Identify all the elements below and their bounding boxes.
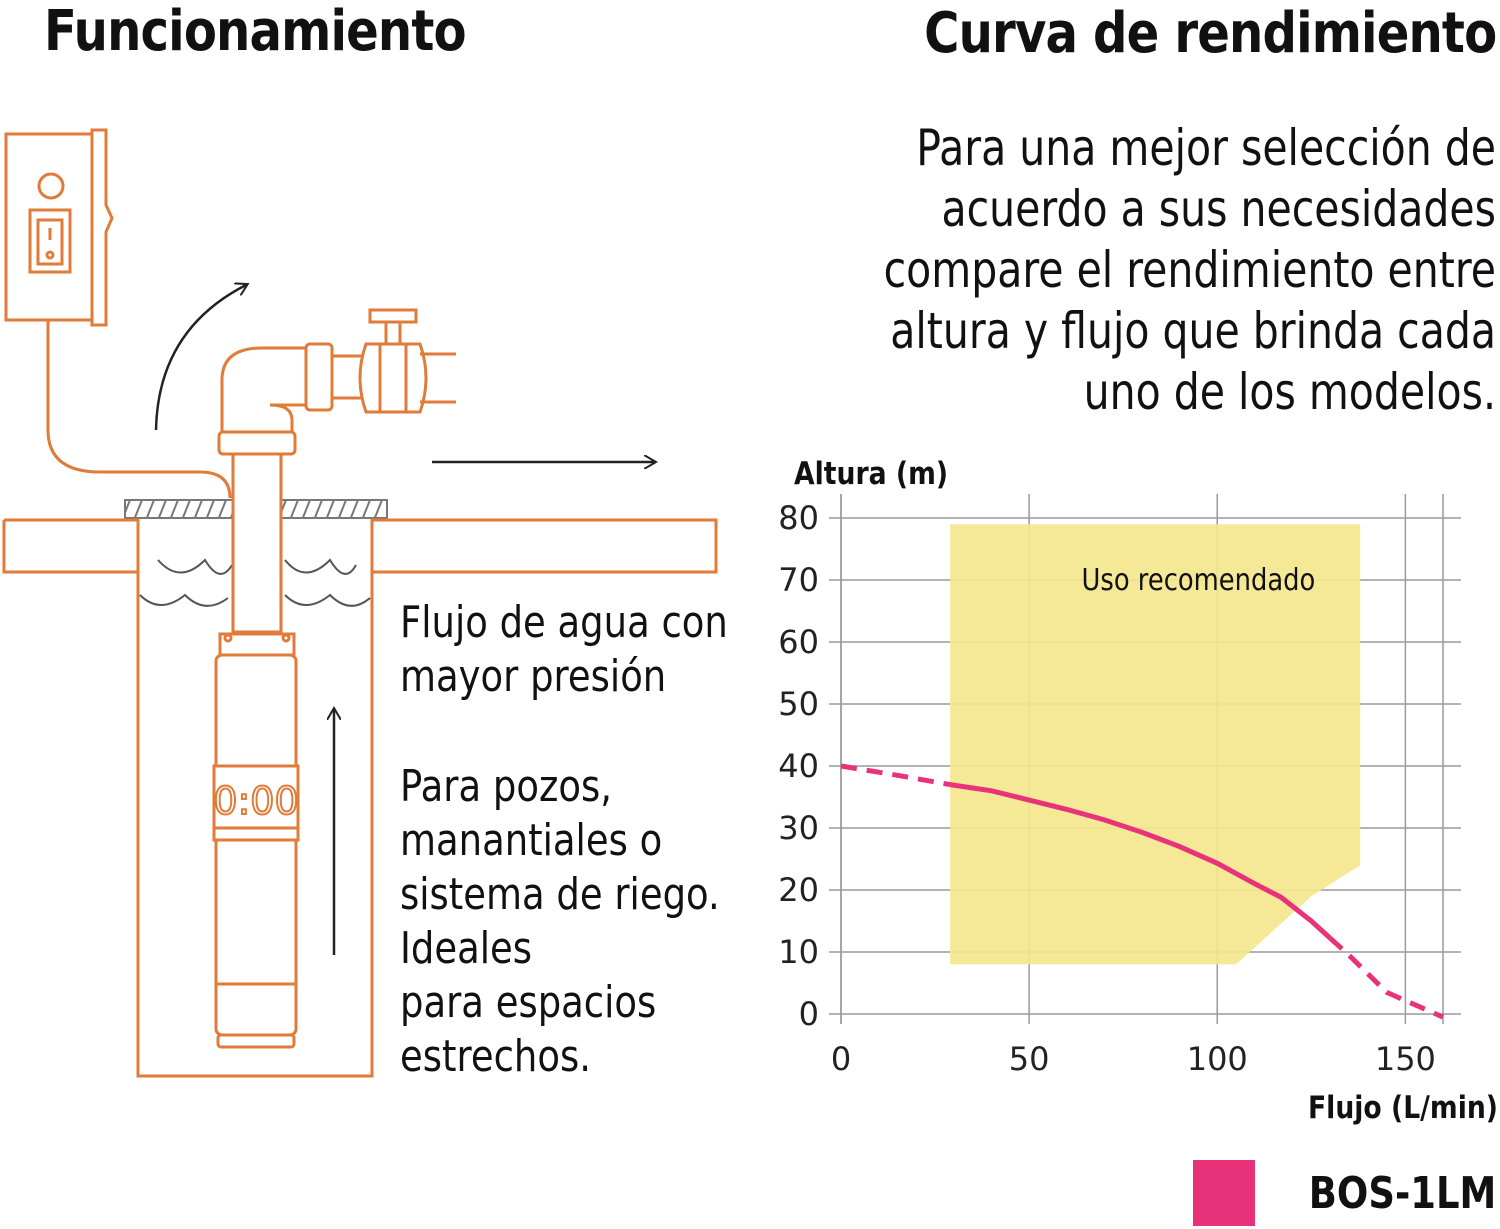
y-tick-label: 50 xyxy=(778,685,819,723)
x-tick-label: 0 xyxy=(831,1040,851,1078)
x-tick-label: 150 xyxy=(1375,1040,1436,1078)
series-line xyxy=(949,782,1332,940)
y-tick-label: 70 xyxy=(778,561,819,599)
power-switch-icon xyxy=(28,208,72,274)
y-tick-label: 0 xyxy=(799,995,819,1033)
usage-line: estrechos. xyxy=(400,1031,591,1082)
x-tick-label: 100 xyxy=(1187,1040,1248,1078)
legend: BOS-1LM xyxy=(1192,1160,1496,1226)
y-tick-label: 60 xyxy=(778,623,819,661)
right-title: Curva de rendimiento xyxy=(923,1,1497,66)
pump-illustration: 0:00 xyxy=(2,128,718,1078)
region-area xyxy=(950,524,1361,965)
region-label: Uso recomendado xyxy=(1082,562,1316,597)
recommended-region xyxy=(950,524,1361,965)
pump-icon: 0:00 xyxy=(212,632,300,1049)
intro-line: acuerdo a sus necesidades xyxy=(941,180,1496,238)
power-cable xyxy=(46,320,232,499)
left-title: Funcionamiento xyxy=(44,0,467,64)
y-tick-label: 40 xyxy=(778,747,819,785)
series-line-dashed xyxy=(840,763,951,788)
water-waves xyxy=(139,558,371,607)
x-tick-label: 50 xyxy=(1009,1040,1050,1078)
usage-line: para espacios xyxy=(400,977,657,1028)
series-line-dashed xyxy=(1328,936,1445,1020)
curved-arrow-icon xyxy=(154,285,246,431)
valve-icon xyxy=(358,308,456,414)
legend-swatch xyxy=(1192,1160,1255,1226)
performance-chart: Uso recomendado 0 10 20 30 40 50 60 70 80 0 50 100 15… xyxy=(778,455,1498,1125)
flow-line: Flujo de agua con xyxy=(400,597,728,648)
y-axis-label: Altura (m) xyxy=(794,455,948,491)
chart-series xyxy=(840,763,1445,1020)
y-tick-label: 30 xyxy=(778,809,819,847)
intro-line: altura y flujo que brinda cada xyxy=(890,302,1496,360)
intro-line: uno de los modelos. xyxy=(1083,363,1496,421)
usage-line: manantiales o xyxy=(400,815,663,866)
control-box-icon xyxy=(4,128,114,327)
intro-paragraph: Para una mejor selección de acuerdo a su… xyxy=(873,118,1496,423)
y-tick-label: 10 xyxy=(778,933,819,971)
flow-line: mayor presión xyxy=(400,651,667,702)
intro-line: Para una mejor selección de xyxy=(916,119,1496,177)
flow-description: Flujo de agua con mayor presión xyxy=(400,596,728,704)
y-tick-label: 20 xyxy=(778,871,819,909)
timer-display: 0:00 xyxy=(213,779,298,823)
x-axis-label: Flujo (L/min) xyxy=(1308,1089,1498,1125)
intro-line: compare el rendimiento entre xyxy=(883,241,1496,299)
chart-labels: Uso recomendado 0 10 20 30 40 50 60 70 80 0 50 100 15… xyxy=(778,455,1498,1125)
flow-arrows xyxy=(154,285,654,955)
y-tick-label: 80 xyxy=(778,499,819,537)
pipe-elbow-icon xyxy=(217,342,370,634)
usage-description: Para pozos, manantiales o sistema de rie… xyxy=(400,760,720,1084)
usage-line: Para pozos, xyxy=(400,761,612,812)
legend-label: BOS-1LM xyxy=(1308,1167,1496,1219)
usage-line: sistema de riego. xyxy=(400,869,720,920)
usage-line: Ideales xyxy=(400,923,533,974)
